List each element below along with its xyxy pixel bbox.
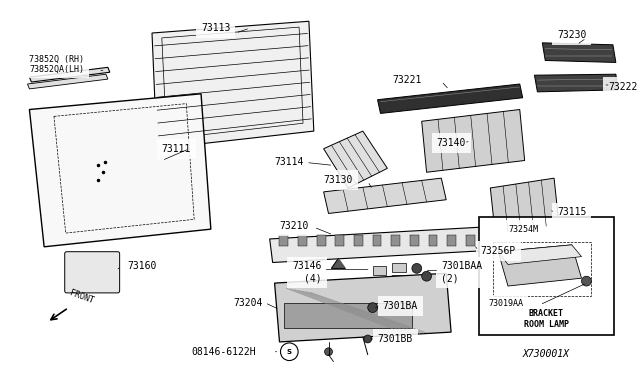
Polygon shape — [498, 245, 582, 264]
FancyBboxPatch shape — [65, 252, 120, 293]
Circle shape — [582, 276, 591, 286]
Bar — [298, 235, 307, 246]
Text: X730001X: X730001X — [523, 349, 570, 359]
Circle shape — [368, 303, 378, 312]
Circle shape — [324, 348, 332, 356]
Text: 73230: 73230 — [557, 30, 586, 40]
Polygon shape — [422, 109, 525, 172]
Polygon shape — [28, 74, 108, 89]
Text: 7301BB: 7301BB — [378, 334, 413, 344]
Polygon shape — [490, 178, 559, 234]
Text: 73019AA: 73019AA — [488, 299, 524, 308]
Text: 73254M: 73254M — [508, 225, 538, 234]
Polygon shape — [152, 21, 314, 149]
Text: 73113: 73113 — [201, 23, 230, 33]
Text: 73130: 73130 — [324, 175, 353, 185]
Text: FRONT: FRONT — [68, 289, 95, 306]
Text: 73160: 73160 — [127, 262, 157, 272]
Text: 08146-6122H: 08146-6122H — [191, 347, 256, 357]
Text: 73256P: 73256P — [481, 246, 516, 256]
Bar — [284, 303, 412, 328]
Polygon shape — [269, 227, 483, 263]
Polygon shape — [378, 84, 523, 113]
Polygon shape — [324, 178, 446, 214]
Text: 73222: 73222 — [608, 82, 637, 92]
Bar — [479, 217, 614, 335]
Text: 73111: 73111 — [162, 144, 191, 154]
Polygon shape — [29, 94, 211, 247]
Text: 7301BAA
(2): 7301BAA (2) — [442, 262, 483, 283]
Text: 73146
(4): 73146 (4) — [292, 262, 322, 283]
Bar — [317, 235, 326, 246]
Text: 73140: 73140 — [436, 138, 466, 148]
Bar — [391, 235, 400, 246]
Bar — [466, 235, 475, 246]
Text: 73852Q (RH)
73852QA(LH): 73852Q (RH) 73852QA(LH) — [29, 55, 84, 74]
Polygon shape — [534, 74, 618, 92]
Bar — [410, 235, 419, 246]
Bar — [392, 263, 406, 272]
Polygon shape — [29, 67, 110, 82]
Bar — [335, 235, 344, 246]
Polygon shape — [275, 273, 451, 342]
Text: S: S — [287, 349, 292, 355]
Polygon shape — [332, 259, 345, 268]
Circle shape — [422, 271, 431, 281]
Text: 73204: 73204 — [234, 298, 263, 308]
Circle shape — [364, 335, 372, 343]
Text: BRACKET
ROOM LAMP: BRACKET ROOM LAMP — [524, 310, 569, 330]
Text: 7301BA: 7301BA — [383, 301, 418, 311]
Bar — [354, 235, 363, 246]
Polygon shape — [324, 131, 387, 188]
Bar — [372, 266, 387, 275]
Bar — [392, 275, 406, 284]
Bar — [447, 235, 456, 246]
Bar — [429, 235, 437, 246]
Text: 73114: 73114 — [275, 157, 304, 167]
Text: 73115: 73115 — [557, 208, 586, 218]
Text: 73210: 73210 — [280, 221, 309, 231]
Bar — [372, 235, 381, 246]
Bar — [493, 242, 591, 296]
Bar — [372, 278, 387, 287]
Text: 73221: 73221 — [392, 75, 422, 85]
Polygon shape — [542, 43, 616, 62]
Bar — [280, 235, 288, 246]
Circle shape — [412, 263, 422, 273]
Polygon shape — [498, 245, 582, 286]
